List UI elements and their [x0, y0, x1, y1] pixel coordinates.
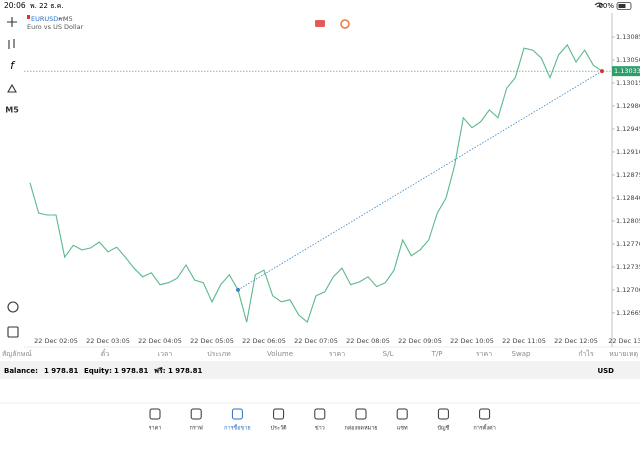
trend-start [236, 287, 240, 292]
status-date: พ. 22 ธ.ค. [30, 2, 64, 10]
nav-label[interactable]: ประวัติ [271, 425, 287, 432]
flag-icon [27, 15, 30, 19]
nav-icon[interactable] [314, 408, 326, 420]
y-tick-label: 1.12770 [616, 240, 640, 248]
y-tick-label: 1.13050 [616, 56, 640, 64]
nav-icon[interactable] [437, 408, 449, 420]
nav-label[interactable]: แชท [397, 425, 408, 432]
nav-icon[interactable] [479, 408, 491, 420]
y-tick-label: 1.12735 [616, 263, 640, 271]
free-value: 1 978.81 [168, 367, 202, 375]
nav-label[interactable]: การตั้งค่า [473, 424, 495, 432]
y-tick-label: 1.12980 [616, 102, 640, 110]
column-header: หมายเหตุ [609, 350, 638, 358]
nav-icon[interactable] [355, 408, 367, 420]
x-tick-label: 22 Dec 10:05 [450, 337, 494, 345]
currency: USD [597, 367, 614, 375]
nav-icon[interactable] [190, 408, 202, 420]
x-tick-label: 22 Dec 13:0 [608, 337, 640, 345]
nav-label[interactable]: กล่องจดหมาย [344, 426, 377, 432]
nav-icon[interactable] [149, 408, 161, 420]
x-tick-label: 22 Dec 09:05 [398, 337, 442, 345]
add-tool[interactable] [7, 326, 19, 338]
indicators-tool[interactable]: f [10, 59, 16, 72]
balance-value: 1 978.81 [44, 367, 78, 375]
nav-icon[interactable] [231, 408, 243, 420]
separator: • [58, 15, 62, 23]
price-line [29, 43, 603, 324]
objects-tool[interactable] [7, 83, 17, 93]
column-header: กำไร [578, 349, 594, 358]
bottom-nav: ราคา กราฟ การซื้อขาย ประวัติ ข่าว กล่องจดหมาย… [149, 408, 496, 432]
column-header: Volume [267, 350, 293, 358]
column-header: T/P [431, 350, 443, 358]
y-tick-label: 1.12875 [616, 171, 640, 179]
battery-level: 60% [598, 2, 614, 10]
column-header: ตั๋ว [101, 349, 110, 358]
y-tick-label: 1.12945 [616, 125, 640, 133]
x-tick-label: 22 Dec 04:05 [138, 337, 182, 345]
y-tick-label: 1.12805 [616, 217, 640, 225]
y-tick-label: 1.12700 [616, 286, 640, 294]
column-header: ราคา [329, 350, 345, 358]
zoom-tool[interactable] [7, 301, 19, 313]
nav-label[interactable]: ข่าว [315, 426, 325, 432]
x-tick-label: 22 Dec 07:05 [294, 337, 338, 345]
free-label: ฟรี: [154, 367, 166, 375]
x-tick-label: 22 Dec 12:05 [554, 337, 598, 345]
y-tick-label: 1.12910 [616, 148, 640, 156]
chart-timeframe: M5 [63, 15, 73, 23]
column-header: ราคา [476, 350, 492, 358]
wifi-icon [594, 2, 604, 8]
one-click-button[interactable] [340, 19, 350, 29]
balance-row [0, 363, 640, 379]
y-tick-label: 1.13085 [616, 33, 640, 41]
column-header: เวลา [158, 350, 173, 358]
table-header: สัญลักษณ์ ตั๋ว เวลา ประเภท Volume ราคา S/L T/P ร… [2, 349, 638, 358]
balance-label: Balance: [4, 367, 38, 375]
nav-label[interactable]: การซื้อขาย [224, 424, 250, 432]
y-tick-label: 1.12840 [616, 194, 640, 202]
y-tick-label: 1.12665 [616, 309, 640, 317]
trade-button[interactable] [315, 20, 325, 27]
x-tick-label: 22 Dec 05:05 [190, 337, 234, 345]
nav-icon[interactable] [396, 408, 408, 420]
chart-type-tool[interactable] [8, 39, 15, 49]
trend-end [600, 69, 604, 74]
crosshair-tool[interactable] [7, 17, 17, 27]
column-header: Swap [512, 350, 531, 358]
x-tick-label: 22 Dec 02:05 [34, 337, 78, 345]
chart-description: Euro vs US Dollar [27, 23, 84, 31]
x-tick-label: 22 Dec 06:05 [242, 337, 286, 345]
nav-label[interactable]: กราฟ [190, 425, 203, 432]
column-header: ประเภท [207, 350, 231, 358]
nav-label[interactable]: บัญชี [437, 425, 449, 432]
timeframe-tool[interactable]: M5 [5, 106, 19, 115]
equity-value: 1 978.81 [114, 367, 148, 375]
chart-symbol[interactable]: EURUSDm [31, 15, 65, 23]
current-price-label: 1.13033 [614, 67, 640, 75]
current-price-box [612, 66, 640, 77]
x-tick-label: 22 Dec 08:05 [346, 337, 390, 345]
status-time: 20:06 [4, 1, 26, 10]
x-tick-label: 22 Dec 03:05 [86, 337, 130, 345]
battery-icon [616, 2, 632, 10]
battery-fill [618, 4, 626, 8]
nav-label[interactable]: ราคา [149, 426, 162, 432]
nav-icon[interactable] [273, 408, 285, 420]
equity-label: Equity: [84, 367, 112, 375]
column-header: สัญลักษณ์ [2, 350, 32, 358]
trend-line [237, 70, 603, 291]
column-header: S/L [383, 350, 394, 358]
y-tick-label: 1.13015 [616, 79, 640, 87]
x-tick-label: 22 Dec 11:05 [502, 337, 546, 345]
